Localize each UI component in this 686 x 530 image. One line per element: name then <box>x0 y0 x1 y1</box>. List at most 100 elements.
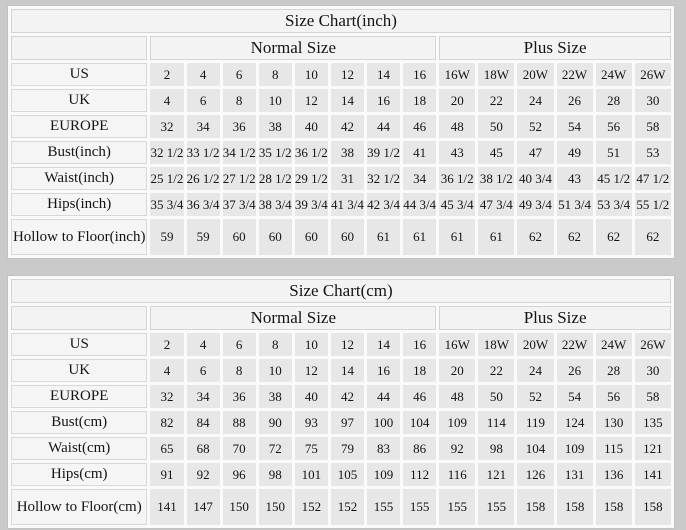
size-cell: 25 1/2 <box>150 167 184 190</box>
size-cell: 47 3/4 <box>478 193 515 216</box>
table-row: Bust(inch) 32 1/2 33 1/2 34 1/2 35 1/2 36 1/2… <box>11 141 671 164</box>
size-cell: 109 <box>367 463 401 486</box>
size-cell: 70 <box>222 437 256 460</box>
normal-size-group-header: Normal Size <box>150 306 437 330</box>
size-cell: 40 3/4 <box>517 167 554 190</box>
table-row: EUROPE 32 34 36 38 40 42 44 46 48 50 52 54 56 58 <box>11 385 671 408</box>
size-cell: 121 <box>634 437 671 460</box>
table-row: Bust(cm) 82 84 88 90 93 97 100 104 109 114 119 124 13… <box>11 411 671 434</box>
size-cell: 32 <box>150 115 184 138</box>
row-label: US <box>11 333 148 356</box>
row-label: EUROPE <box>11 385 148 408</box>
size-cell: 51 3/4 <box>556 193 593 216</box>
size-cell: 158 <box>595 489 632 525</box>
size-cell: 150 <box>222 489 256 525</box>
size-cell: 155 <box>367 489 401 525</box>
size-cell: 24 <box>517 359 554 382</box>
size-cell: 49 <box>556 141 593 164</box>
size-cell: 60 <box>330 219 364 255</box>
size-cell: 92 <box>439 437 476 460</box>
size-cell: 10 <box>258 89 292 112</box>
size-cell: 52 <box>517 385 554 408</box>
size-cell: 16 <box>366 89 401 112</box>
size-cell: 158 <box>556 489 593 525</box>
size-cell: 100 <box>367 411 401 434</box>
size-cell: 18 <box>403 89 437 112</box>
size-cell: 54 <box>556 385 593 408</box>
size-cell: 41 3/4 <box>330 193 364 216</box>
size-cell: 24 <box>517 89 554 112</box>
size-cell: 96 <box>222 463 256 486</box>
size-cell: 14 <box>330 89 364 112</box>
size-cell: 45 1/2 <box>595 167 632 190</box>
size-cell: 126 <box>517 463 554 486</box>
row-label: Hollow to Floor(cm) <box>11 489 148 525</box>
row-label: Hips(inch) <box>11 193 148 216</box>
size-cell: 98 <box>258 463 292 486</box>
size-cell: 20W <box>517 333 554 356</box>
size-cell: 8 <box>222 359 256 382</box>
size-cell: 62 <box>517 219 554 255</box>
size-cell: 12 <box>330 63 364 86</box>
size-cell: 6 <box>186 89 220 112</box>
size-cell: 34 <box>403 167 437 190</box>
table-row: US 2 4 6 8 10 12 14 16 16W 18W 20W 22W 24W 26W <box>11 63 671 86</box>
size-cell: 31 <box>330 167 364 190</box>
size-cell: 20W <box>517 63 554 86</box>
size-cell: 12 <box>294 89 328 112</box>
size-cell: 105 <box>330 463 364 486</box>
size-cell: 82 <box>150 411 184 434</box>
size-cell: 16 <box>403 63 437 86</box>
size-cell: 20 <box>439 89 476 112</box>
size-cell: 101 <box>294 463 328 486</box>
table-row: Waist(inch) 25 1/2 26 1/2 27 1/2 28 1/2 29 1/… <box>11 167 671 190</box>
size-cell: 34 <box>186 115 220 138</box>
size-cell: 44 <box>367 385 401 408</box>
size-cell: 36 1/2 <box>439 167 476 190</box>
size-cell: 26 <box>556 359 593 382</box>
size-cell: 84 <box>186 411 220 434</box>
size-cell: 55 1/2 <box>634 193 671 216</box>
size-cell: 141 <box>634 463 671 486</box>
size-cell: 116 <box>439 463 476 486</box>
row-label: US <box>11 63 148 86</box>
size-cell: 119 <box>517 411 554 434</box>
row-label: Waist(inch) <box>11 167 148 190</box>
size-cell: 35 3/4 <box>150 193 184 216</box>
size-cell: 114 <box>478 411 515 434</box>
size-cell: 40 <box>294 385 328 408</box>
size-cell: 124 <box>556 411 593 434</box>
size-cell: 62 <box>595 219 632 255</box>
table-title-row: Size Chart(cm) <box>11 279 671 303</box>
size-cell: 53 <box>634 141 671 164</box>
size-cell: 38 <box>258 385 292 408</box>
size-cell: 44 3/4 <box>403 193 437 216</box>
size-cell: 51 <box>595 141 632 164</box>
size-cell: 58 <box>634 115 671 138</box>
size-cell: 88 <box>222 411 256 434</box>
size-cell: 14 <box>330 359 364 382</box>
size-cell: 131 <box>556 463 593 486</box>
size-cell: 35 1/2 <box>258 141 292 164</box>
size-cell: 50 <box>478 115 515 138</box>
size-cell: 32 1/2 <box>150 141 184 164</box>
row-label: EUROPE <box>11 115 148 138</box>
size-cell: 18W <box>478 63 515 86</box>
size-cell: 27 1/2 <box>222 167 256 190</box>
size-cell: 43 <box>439 141 476 164</box>
size-cell: 38 3/4 <box>258 193 292 216</box>
size-cell: 155 <box>478 489 515 525</box>
size-cell: 38 1/2 <box>478 167 515 190</box>
row-label: Waist(cm) <box>11 437 148 460</box>
size-cell: 32 1/2 <box>366 167 401 190</box>
size-cell: 109 <box>439 411 476 434</box>
size-cell: 54 <box>556 115 593 138</box>
size-cell: 32 <box>150 385 184 408</box>
table-row: UK 4 6 8 10 12 14 16 18 20 22 24 26 28 30 <box>11 359 671 382</box>
size-cell: 22 <box>478 89 515 112</box>
size-cell: 18 <box>403 359 437 382</box>
size-cell: 34 1/2 <box>222 141 256 164</box>
table-row: UK 4 6 8 10 12 14 16 18 20 22 24 26 28 30 <box>11 89 671 112</box>
size-cell: 104 <box>403 411 437 434</box>
